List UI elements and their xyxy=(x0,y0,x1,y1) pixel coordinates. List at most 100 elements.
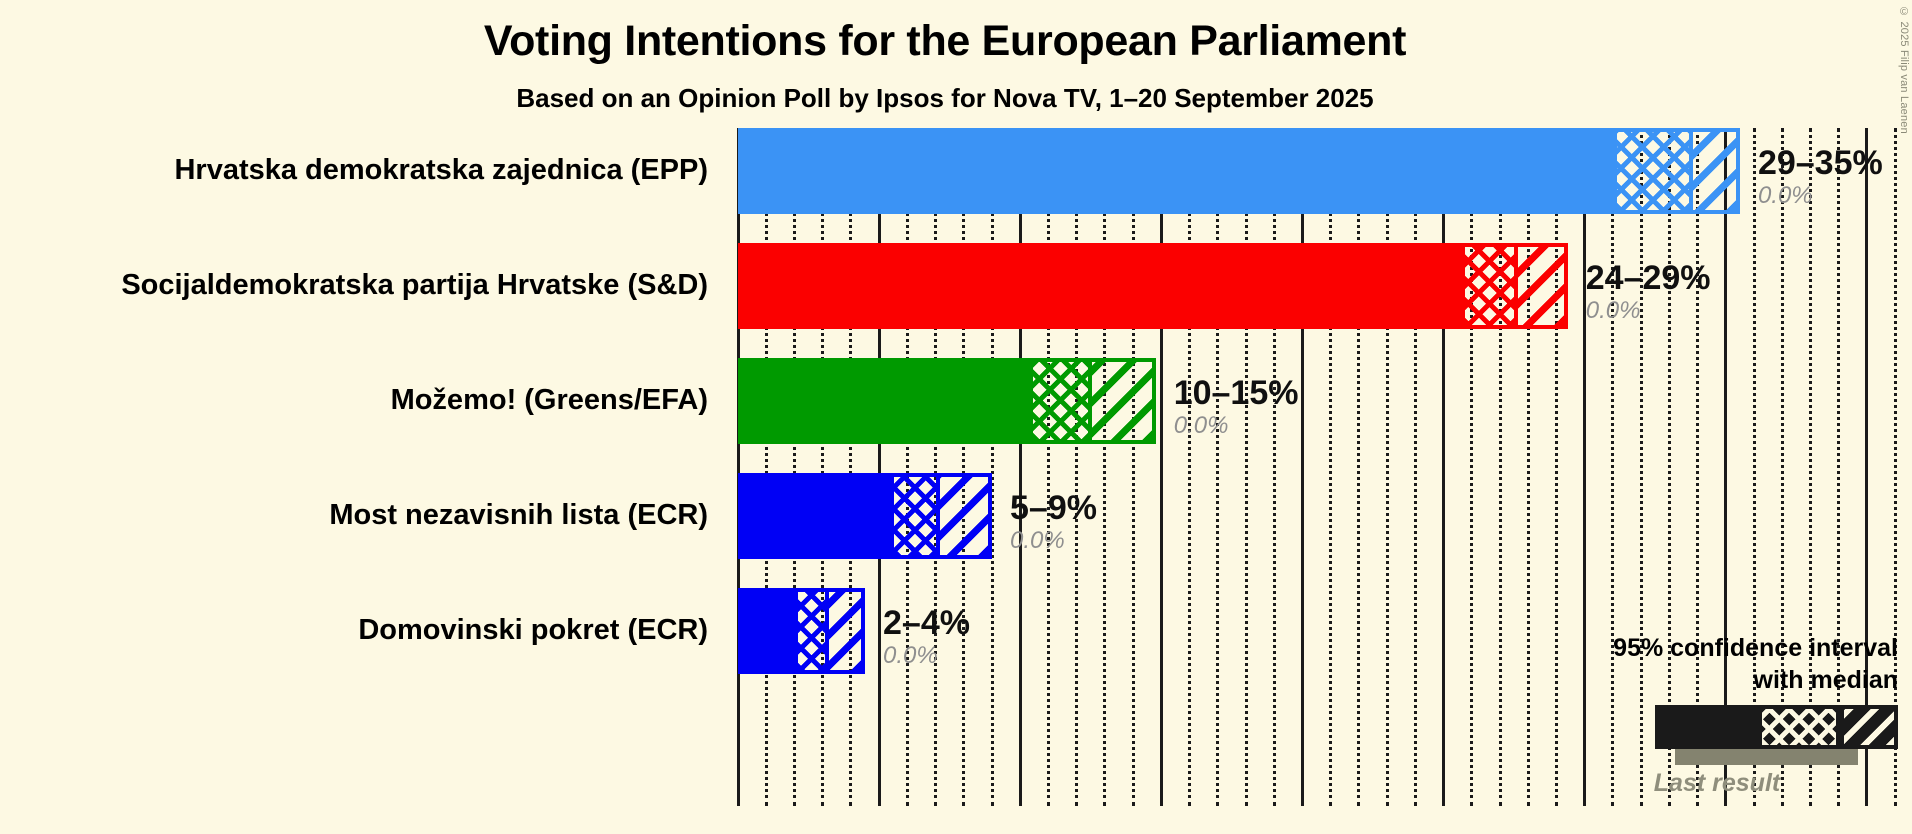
confidence-interval-label: 29–35% xyxy=(1757,144,1883,182)
bar-median-crosshatch-segment xyxy=(794,588,826,674)
gridline-major xyxy=(1159,128,1163,806)
gridline-minor xyxy=(1357,128,1363,806)
legend-median-crosshatch xyxy=(1762,709,1836,745)
gridline-minor xyxy=(1385,128,1392,806)
bar-row: Hrvatska demokratska zajednica (EPP) 29–3… xyxy=(174,128,1898,214)
last-result-label: 0.0% xyxy=(883,642,938,669)
copyright-notice: © 2025 Filip van Laenen xyxy=(1898,6,1910,134)
gridline-major xyxy=(1018,128,1022,806)
value-block: 29–35% 0.0% xyxy=(1758,144,1883,210)
gridline-minor xyxy=(1272,128,1279,806)
bar-solid-segment xyxy=(738,128,1613,214)
gridline-minor xyxy=(1244,128,1251,806)
bar-upper-hatch-segment xyxy=(1087,358,1156,444)
gridline-minor xyxy=(1216,128,1222,806)
value-block: 5–9% 0.0% xyxy=(1010,489,1097,555)
last-result-label: 0.0% xyxy=(1010,527,1065,554)
party-label: Domovinski pokret (ECR) xyxy=(358,614,708,646)
confidence-interval-bar xyxy=(738,588,865,674)
gridline-minor xyxy=(1667,128,1674,806)
last-result-label: 0.0% xyxy=(1173,412,1229,439)
page-subtitle: Based on an Opinion Poll by Ipsos for No… xyxy=(516,83,1374,113)
confidence-interval-label: 2–4% xyxy=(883,604,970,642)
bar-row: Socijaldemokratska partija Hrvatske (S&D… xyxy=(121,243,1898,329)
gridline-minor xyxy=(792,128,799,806)
gridline-minor xyxy=(1780,128,1787,806)
bar-solid-segment xyxy=(738,358,1029,444)
gridline-minor xyxy=(1470,128,1476,806)
confidence-interval-label: 10–15% xyxy=(1173,374,1299,412)
value-block: 2–4% 0.0% xyxy=(883,604,970,670)
gridline-minor xyxy=(1837,128,1843,806)
value-block: 24–29% 0.0% xyxy=(1586,259,1711,325)
gridline-minor xyxy=(821,128,827,806)
gridline-minor xyxy=(1188,128,1194,806)
gridline-minor xyxy=(1329,128,1335,806)
gridline-major xyxy=(736,128,740,806)
gridline-minor xyxy=(990,128,997,806)
gridline-minor xyxy=(934,128,940,806)
gridline-minor xyxy=(849,128,855,806)
gridline-major xyxy=(1583,128,1587,806)
gridline-minor xyxy=(1046,128,1053,806)
gridline-minor xyxy=(764,128,771,806)
gridline-major xyxy=(1865,128,1869,806)
legend-upper-hatch xyxy=(1840,709,1894,745)
bar-median-crosshatch-segment xyxy=(1460,243,1515,329)
gridline-minor xyxy=(1103,128,1109,806)
confidence-interval-bar xyxy=(738,358,1156,444)
chart-legend: 95% confidence interval with median Last… xyxy=(1578,632,1898,798)
bar-upper-hatch-segment xyxy=(935,473,992,559)
page-title: Voting Intentions for the European Parli… xyxy=(483,17,1407,65)
last-result-label: 0.0% xyxy=(1757,182,1813,209)
bar-upper-hatch-segment xyxy=(1689,128,1740,214)
bar-upper-hatch-segment xyxy=(825,588,865,674)
chart-plot-area: Hrvatska demokratska zajednica (EPP) 29–3… xyxy=(121,128,1900,806)
legend-title-line1: 95% confidence interval xyxy=(1613,634,1898,662)
gridline-major xyxy=(1724,128,1728,806)
legend-last-result-label: Last result xyxy=(1653,769,1781,797)
gridline-minor xyxy=(1498,128,1505,806)
gridline-minor xyxy=(962,128,968,806)
party-label: Hrvatska demokratska zajednica (EPP) xyxy=(174,154,708,186)
gridline-minor xyxy=(1809,128,1815,806)
gridline-major xyxy=(877,128,881,806)
bar-solid-segment xyxy=(738,243,1461,329)
confidence-interval-bar xyxy=(738,128,1740,214)
gridline-minor xyxy=(1611,128,1617,806)
bar-median-crosshatch-segment xyxy=(1612,128,1690,214)
bar-solid-segment xyxy=(738,473,891,559)
confidence-interval-bar xyxy=(738,473,992,559)
legend-ci-swatch xyxy=(1655,705,1898,749)
gridline-minor xyxy=(1554,128,1561,806)
confidence-interval-label: 5–9% xyxy=(1010,489,1097,527)
gridline-minor xyxy=(1893,128,1900,806)
bar-row: Možemo! (Greens/EFA) 10–15% 0.0% xyxy=(391,358,1898,444)
bar-median-crosshatch-segment xyxy=(1028,358,1088,444)
gridline-minor xyxy=(1075,128,1081,806)
bar-row: Domovinski pokret (ECR) 2–4% 0.0% xyxy=(358,588,1898,674)
party-label: Most nezavisnih lista (ECR) xyxy=(329,499,708,531)
bar-row: Most nezavisnih lista (ECR) 5–9% 0.0% xyxy=(329,473,1898,559)
gridline-minor xyxy=(1413,128,1420,806)
legend-last-result-swatch xyxy=(1675,749,1858,765)
gridline-minor xyxy=(1752,128,1759,806)
bar-solid-segment xyxy=(738,588,795,674)
gridline-minor xyxy=(1639,128,1646,806)
gridline-minor xyxy=(1131,128,1138,806)
confidence-interval-bar xyxy=(738,243,1568,329)
gridline-major xyxy=(1442,128,1446,806)
legend-title-line2: with median xyxy=(1753,666,1898,694)
bar-upper-hatch-segment xyxy=(1514,243,1568,329)
gridline-minor xyxy=(1526,128,1533,806)
last-result-label: 0.0% xyxy=(1585,297,1641,324)
value-block: 10–15% 0.0% xyxy=(1174,374,1299,440)
party-label: Možemo! (Greens/EFA) xyxy=(390,384,708,416)
confidence-interval-label: 24–29% xyxy=(1585,259,1711,297)
bar-median-crosshatch-segment xyxy=(890,473,936,559)
party-label: Socijaldemokratska partija Hrvatske (S&D… xyxy=(121,269,708,301)
gridline-minor xyxy=(1696,128,1702,806)
gridline-minor xyxy=(905,128,912,806)
gridline-major xyxy=(1300,128,1304,806)
